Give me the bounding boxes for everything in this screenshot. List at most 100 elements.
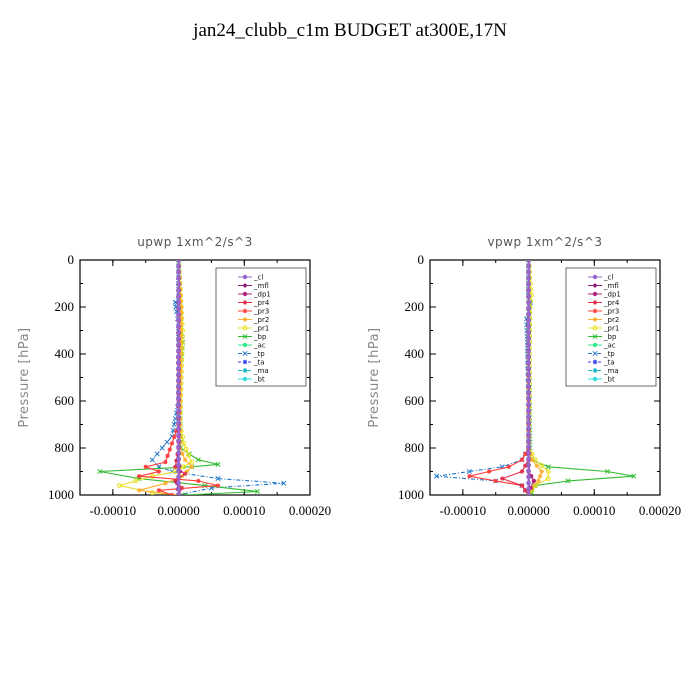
legend-marker-bp <box>242 333 248 340</box>
series-marker-pr4 <box>174 458 179 463</box>
chart-panel-2: vpwp 1xm^2/s^3 Pressure [hPa] 0 200 400 600 80… <box>367 235 681 518</box>
series-marker-pr4 <box>173 478 178 484</box>
series-marker-pr1 <box>181 464 186 470</box>
y-tick-label: 1000 <box>398 487 424 502</box>
legend-box <box>215 267 307 387</box>
x-tick-label: 0.00000 <box>507 503 549 518</box>
series-marker-pr2 <box>534 463 539 468</box>
series-marker-cl <box>176 366 181 371</box>
series-marker-pr2 <box>178 357 183 363</box>
series-marker-tp <box>434 473 440 479</box>
series-marker-pr4 <box>523 488 528 493</box>
series-marker-bp <box>182 492 188 495</box>
series-marker-pr3 <box>169 441 175 446</box>
series-marker-cl <box>526 396 531 401</box>
legend-label: _pr4 <box>253 299 270 307</box>
series-marker-pr2 <box>179 304 184 310</box>
series-marker-pr2 <box>178 310 184 316</box>
series-marker-cl <box>176 312 181 317</box>
series-marker-cl <box>176 275 181 281</box>
y-tick-label: 600 <box>55 393 75 408</box>
series-marker-pr2 <box>178 340 183 345</box>
series-marker-bp <box>631 473 637 479</box>
series-marker-cl <box>526 287 531 293</box>
series-marker-cl <box>526 360 531 365</box>
series-marker-dp1 <box>531 478 537 484</box>
legend-marker-ma <box>592 368 598 373</box>
series-marker-cl <box>176 462 181 468</box>
legend-label: _pr1 <box>253 325 269 333</box>
legend-marker-pr2 <box>592 317 598 322</box>
legend-marker-dp1 <box>242 291 248 297</box>
chart-panel-1: upwp 1xm^2/s^3 Pressure [hPa] 0 200 400 600 80… <box>17 235 331 518</box>
series-marker-pr2 <box>180 451 185 457</box>
legend-label: _tp <box>603 350 615 358</box>
legend-label: _pr1 <box>603 325 619 333</box>
series-marker-cl <box>176 287 181 293</box>
series-marker-pr2 <box>182 457 188 462</box>
series-line-pr3 <box>469 260 530 495</box>
series-marker-cl <box>176 269 181 275</box>
series-marker-tp <box>154 451 160 457</box>
series-marker-cl <box>176 360 181 365</box>
y-axis-label: Pressure [hPa] <box>17 327 32 427</box>
y-axis-label: Pressure [hPa] <box>367 327 382 427</box>
series-marker-pr3 <box>156 469 162 474</box>
series-marker-pr1 <box>189 459 195 465</box>
series-marker-cl <box>176 402 181 407</box>
y-tick-label: 1000 <box>48 487 74 502</box>
legend-marker-ma <box>242 368 248 373</box>
legend-marker-ac <box>592 342 598 348</box>
series-marker-cl <box>526 414 531 419</box>
y-tick-label: 200 <box>405 299 425 314</box>
series-marker-cl <box>176 293 181 299</box>
series-marker-pr2 <box>539 469 544 474</box>
series-group <box>434 260 637 495</box>
y-tick-label: 800 <box>55 440 75 455</box>
legend-marker-ta <box>242 359 248 365</box>
series-marker-cl <box>526 444 531 449</box>
series-marker-bp <box>195 457 201 463</box>
series-marker-pr3 <box>519 457 525 462</box>
series-marker-cl <box>176 432 181 437</box>
series-marker-pr1 <box>149 473 155 479</box>
series-marker-pr4 <box>173 464 178 469</box>
legend-label: _bp <box>603 333 617 341</box>
series-marker-pr2 <box>178 328 184 333</box>
series-marker-cl <box>526 312 531 317</box>
legend-label: _tp <box>253 350 265 358</box>
series-marker-cl <box>176 378 181 383</box>
series-marker-cl <box>526 348 531 353</box>
legend-label: _ta <box>603 359 615 367</box>
y-tick-label: 800 <box>405 440 425 455</box>
series-marker-cl <box>526 260 531 263</box>
series-marker-bp <box>545 464 551 470</box>
panel-title: vpwp 1xm^2/s^3 <box>487 235 602 249</box>
series-marker-cl <box>526 306 531 311</box>
series-marker-pr2 <box>178 316 184 321</box>
series-marker-pr3 <box>196 478 201 484</box>
series-marker-tp <box>164 439 170 445</box>
series-marker-cl <box>176 396 181 401</box>
legend-marker-pr3 <box>592 308 598 314</box>
series-marker-cl <box>526 354 531 359</box>
y-tick-label: 400 <box>405 346 425 361</box>
legend-label: _pr3 <box>253 308 269 316</box>
series-marker-cl <box>176 492 181 495</box>
series-marker-cl <box>176 372 181 377</box>
series-marker-pr2 <box>178 375 183 380</box>
series-marker-pr2 <box>189 464 194 469</box>
x-tick-label: -0.00010 <box>90 503 137 518</box>
series-marker-pr2 <box>178 322 184 327</box>
series-marker-pr1 <box>185 452 191 458</box>
series-marker-bp <box>565 478 571 484</box>
series-marker-bp <box>604 468 610 475</box>
x-tick-label: -0.00010 <box>440 503 487 518</box>
series-marker-pr3 <box>174 428 179 433</box>
legend-label: _pr3 <box>603 308 619 316</box>
series-marker-pr2 <box>536 478 541 484</box>
series-marker-cl <box>176 354 181 359</box>
series-marker-pr2 <box>537 474 543 479</box>
legend-label: _bp <box>253 333 267 341</box>
